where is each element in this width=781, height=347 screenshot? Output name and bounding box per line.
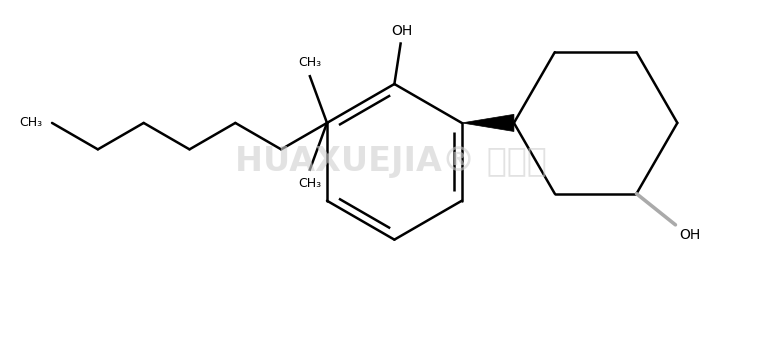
Text: CH₃: CH₃ <box>298 177 322 189</box>
Text: HUAXUEJIA® 化学加: HUAXUEJIA® 化学加 <box>234 145 547 178</box>
Text: CH₃: CH₃ <box>20 116 43 129</box>
Polygon shape <box>462 115 514 132</box>
Text: OH: OH <box>391 24 413 38</box>
Text: OH: OH <box>679 228 701 242</box>
Text: CH₃: CH₃ <box>298 56 322 69</box>
